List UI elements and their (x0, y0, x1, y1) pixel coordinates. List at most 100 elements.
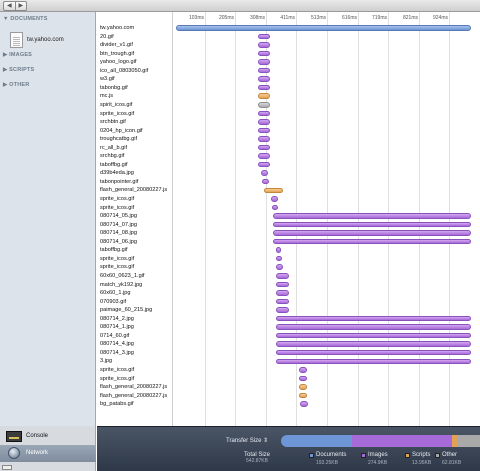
resource-row[interactable]: 080714_3.jpg (97, 349, 172, 358)
resource-row[interactable]: troughcatbg.gif (97, 135, 172, 144)
sidebar-item-network[interactable]: Network (0, 445, 96, 462)
resource-row[interactable]: paimage_60_215.jpg (97, 306, 172, 315)
resource-row[interactable]: 070903.gif (97, 298, 172, 307)
resource-row[interactable]: yahoo_logo.gif (97, 58, 172, 67)
resource-row[interactable]: 0714_60.gif (97, 332, 172, 341)
resource-row[interactable]: srchbg.gif (97, 152, 172, 161)
resource-row[interactable]: ico_all_0803050.gif (97, 67, 172, 76)
resource-row[interactable]: tw.yahoo.com (97, 24, 172, 33)
resource-row[interactable]: divider_v1.gif (97, 41, 172, 50)
timeline-bar[interactable] (257, 153, 270, 159)
timeline-bar[interactable] (257, 127, 270, 134)
resource-row[interactable]: 080714_08.jpg (97, 229, 172, 238)
timeline-bar[interactable] (275, 332, 471, 339)
timeline-bar[interactable] (275, 341, 471, 347)
timeline-bar[interactable] (273, 213, 471, 219)
resource-row[interactable]: tabonbg.gif (97, 84, 172, 93)
resource-row[interactable]: 080714_07.jpg (97, 221, 172, 230)
sort-select[interactable]: Transfer Size ⇕ (226, 438, 269, 444)
forward-button[interactable]: ▶ (14, 2, 27, 10)
resource-row[interactable]: flash_general_20080227.js (97, 383, 172, 392)
timeline-bar[interactable] (275, 324, 471, 330)
timeline-bar[interactable] (257, 59, 270, 65)
resource-row[interactable]: taboffbg.gif (97, 161, 172, 170)
timeline-bar[interactable] (299, 384, 308, 390)
resource-row[interactable]: flash_general_20080227.js (97, 392, 172, 401)
resource-row[interactable]: bg_patabs.gif (97, 400, 172, 409)
timeline-bar[interactable] (299, 367, 308, 373)
timeline-bar[interactable] (299, 375, 308, 382)
timeline-bar[interactable] (257, 33, 270, 40)
timeline-bar[interactable] (257, 84, 270, 91)
timeline-bar[interactable] (275, 315, 471, 322)
timeline-bar[interactable] (257, 42, 270, 48)
timeline-bar[interactable] (257, 76, 270, 82)
timeline-bar[interactable] (257, 161, 270, 168)
resize-handle[interactable] (2, 465, 12, 470)
timeline-bar[interactable] (275, 255, 283, 262)
timeline-bar[interactable] (275, 281, 290, 287)
timeline-bar[interactable] (257, 102, 270, 108)
timeline-bar[interactable] (275, 358, 471, 364)
resource-row[interactable]: srchbtn.gif (97, 118, 172, 127)
timeline-bar[interactable] (257, 119, 270, 125)
timeline-bar[interactable] (273, 230, 471, 236)
timeline-bar[interactable] (262, 178, 270, 185)
resource-row[interactable]: 080714_1.jpg (97, 323, 172, 332)
timeline-bar[interactable] (257, 144, 270, 151)
resource-row[interactable]: sprite_icos.gif (97, 255, 172, 264)
timeline-bar[interactable] (176, 25, 471, 31)
timeline-bar[interactable] (257, 93, 270, 99)
document-item-tw-yahoo[interactable]: tw.yahoo.com (0, 30, 95, 52)
resource-row[interactable]: rc_all_b.gif (97, 144, 172, 153)
section-other-header[interactable]: ▶ OTHER (3, 82, 30, 88)
timeline-bar[interactable] (299, 401, 309, 407)
resource-row[interactable]: sprite_icos.gif (97, 204, 172, 213)
sidebar-item-console[interactable]: Console (0, 428, 96, 445)
section-scripts-header[interactable]: ▶ SCRIPTS (3, 67, 35, 73)
resource-row[interactable]: mc.js (97, 92, 172, 101)
section-images-header[interactable]: ▶ IMAGES (3, 52, 33, 58)
resource-row[interactable]: 080714_2.jpg (97, 315, 172, 324)
timeline-bar[interactable] (270, 196, 278, 202)
resource-row[interactable]: taboffbg.gif (97, 246, 172, 255)
resource-row[interactable]: sprite_icos.gif (97, 263, 172, 272)
timeline-bar[interactable] (272, 204, 278, 211)
resource-row[interactable]: 3.jpg (97, 357, 172, 366)
resource-row[interactable]: match_yk192.jpg (97, 281, 172, 290)
timeline-bar[interactable] (275, 307, 290, 313)
back-button[interactable]: ◀ (6, 3, 12, 9)
resource-row[interactable]: btn_trough.gif (97, 50, 172, 59)
resource-row[interactable]: sprite_icos.gif (97, 195, 172, 204)
resource-row[interactable]: sprite_icos.gif (97, 366, 172, 375)
timeline-bar[interactable] (264, 187, 283, 193)
timeline-bar[interactable] (273, 238, 471, 245)
resource-row[interactable]: 60x60_0623_1.gif (97, 272, 172, 281)
resource-row[interactable]: spirit_icos.gif (97, 101, 172, 110)
resource-row[interactable]: w3.gif (97, 75, 172, 84)
timeline-bar[interactable] (257, 110, 270, 116)
resource-row[interactable]: 0204_hp_icon.gif (97, 127, 172, 136)
timeline-bar[interactable] (273, 221, 471, 228)
timeline-bar[interactable] (275, 290, 290, 296)
timeline-bar[interactable] (275, 273, 290, 279)
timeline-bar[interactable] (275, 349, 471, 356)
section-documents-header[interactable]: ▼ DOCUMENTS (3, 16, 48, 22)
resource-row[interactable]: 080714_05.jpg (97, 212, 172, 221)
timeline-bar[interactable] (275, 247, 282, 253)
resource-row[interactable]: 20.gif (97, 33, 172, 42)
timeline-bar[interactable] (257, 136, 270, 142)
timeline-bar[interactable] (261, 170, 268, 176)
resource-row[interactable]: sprite_icos.gif (97, 110, 172, 119)
timeline-bar[interactable] (257, 67, 270, 74)
resource-row[interactable]: 080714_06.jpg (97, 238, 172, 247)
resource-row[interactable]: tabonpointer.gif (97, 178, 172, 187)
timeline-bar[interactable] (257, 50, 270, 57)
timeline-bar[interactable] (275, 264, 283, 270)
resource-row[interactable]: 080714_4.jpg (97, 340, 172, 349)
resource-row[interactable]: 60x60_1.jpg (97, 289, 172, 298)
resource-row[interactable]: flash_general_20080227.js (97, 186, 172, 195)
timeline-bar[interactable] (275, 298, 290, 305)
timeline-bar[interactable] (299, 392, 308, 399)
resource-row[interactable]: sprite_icos.gif (97, 375, 172, 384)
